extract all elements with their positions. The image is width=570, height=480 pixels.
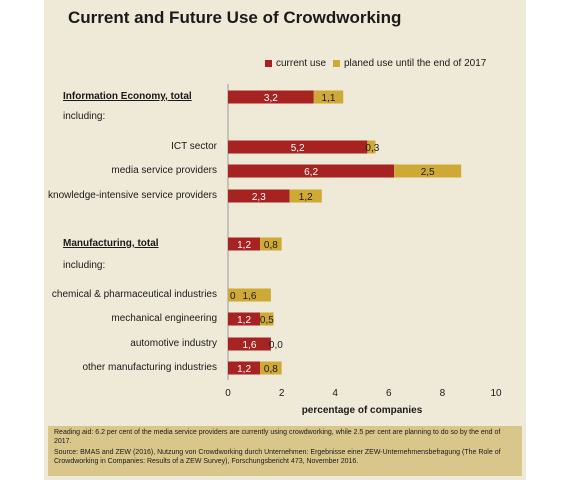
bar-planned-label: 0,3	[365, 143, 379, 154]
bar-planned	[228, 288, 271, 302]
bar-current-label: 1,2	[237, 315, 251, 326]
bar-planned-label: 2,5	[421, 167, 435, 178]
bar-planned-label: 0,8	[264, 364, 278, 375]
bar-planned	[260, 237, 282, 251]
category-label: mechanical engineering	[111, 313, 217, 324]
x-tick-label: 10	[490, 388, 502, 399]
x-tick-label: 2	[279, 388, 285, 399]
bar-current-label: 2,3	[252, 192, 266, 203]
category-label: automotive industry	[130, 338, 217, 349]
x-axis-label: percentage of companies	[301, 405, 423, 416]
bar-current-label: 1,6	[242, 340, 256, 351]
category-label: media service providers	[111, 165, 217, 176]
bar-planned-label: 1,6	[242, 291, 256, 302]
bar-current	[228, 361, 261, 375]
including-label: including:	[63, 111, 106, 122]
bar-planned	[367, 140, 376, 154]
bar-current	[228, 337, 271, 351]
category-label: other manufacturing industries	[82, 362, 217, 373]
x-tick-label: 0	[225, 388, 231, 399]
bar-current-label: 0	[230, 291, 236, 302]
bar-planned-label: 0,5	[260, 315, 274, 326]
x-tick-label: 6	[386, 388, 392, 399]
category-label: knowledge-intensive service providers	[48, 190, 217, 201]
bar-planned-label: 1,1	[322, 93, 336, 104]
legend-current-label: current use	[276, 58, 327, 69]
category-label: ICT sector	[171, 141, 217, 152]
bar-current	[228, 164, 395, 178]
category-label: chemical & pharmaceutical industries	[51, 289, 217, 300]
bar-current-label: 1,2	[237, 364, 251, 375]
bar-current	[228, 90, 314, 104]
bar-planned	[260, 312, 274, 326]
bar-planned-label: 0,8	[264, 240, 278, 251]
bar-current-label: 5,2	[291, 143, 305, 154]
legend-current-swatch	[265, 60, 272, 67]
chart-title: Current and Future Use of Crowdworking	[68, 8, 402, 27]
x-tick-label: 8	[440, 388, 446, 399]
footnote-box: Reading aid: 6.2 per cent of the media s…	[48, 426, 522, 476]
group-label: Manufacturing, total	[63, 238, 159, 249]
bar-current	[228, 140, 368, 154]
group-label: Information Economy, total	[63, 91, 192, 102]
bar-current	[228, 189, 290, 203]
bar-planned	[394, 164, 462, 178]
including-label: including:	[63, 260, 106, 271]
source-text: Source: BMAS and ZEW (2016), Nutzung von…	[54, 449, 501, 465]
legend-planned: planed use until the end of 2017	[333, 58, 486, 69]
legend-planned-swatch	[333, 60, 340, 67]
bar-current-label: 3,2	[264, 93, 278, 104]
bar-current	[228, 237, 261, 251]
legend-planned-label: planed use until the end of 2017	[344, 58, 487, 69]
bar-planned	[260, 361, 282, 375]
bar-planned	[313, 90, 344, 104]
bar-planned-label: 0,0	[269, 340, 283, 351]
x-tick-label: 4	[332, 388, 338, 399]
bar-current-label: 6,2	[304, 167, 318, 178]
bar-current-label: 1,2	[237, 240, 251, 251]
chart-panel	[44, 0, 526, 480]
legend-current: current use	[265, 58, 326, 69]
bar-planned	[289, 189, 322, 203]
reading-aid-text: Reading aid: 6.2 per cent of the media s…	[54, 429, 501, 445]
bar-current	[228, 312, 261, 326]
bar-planned-label: 1,2	[299, 192, 313, 203]
